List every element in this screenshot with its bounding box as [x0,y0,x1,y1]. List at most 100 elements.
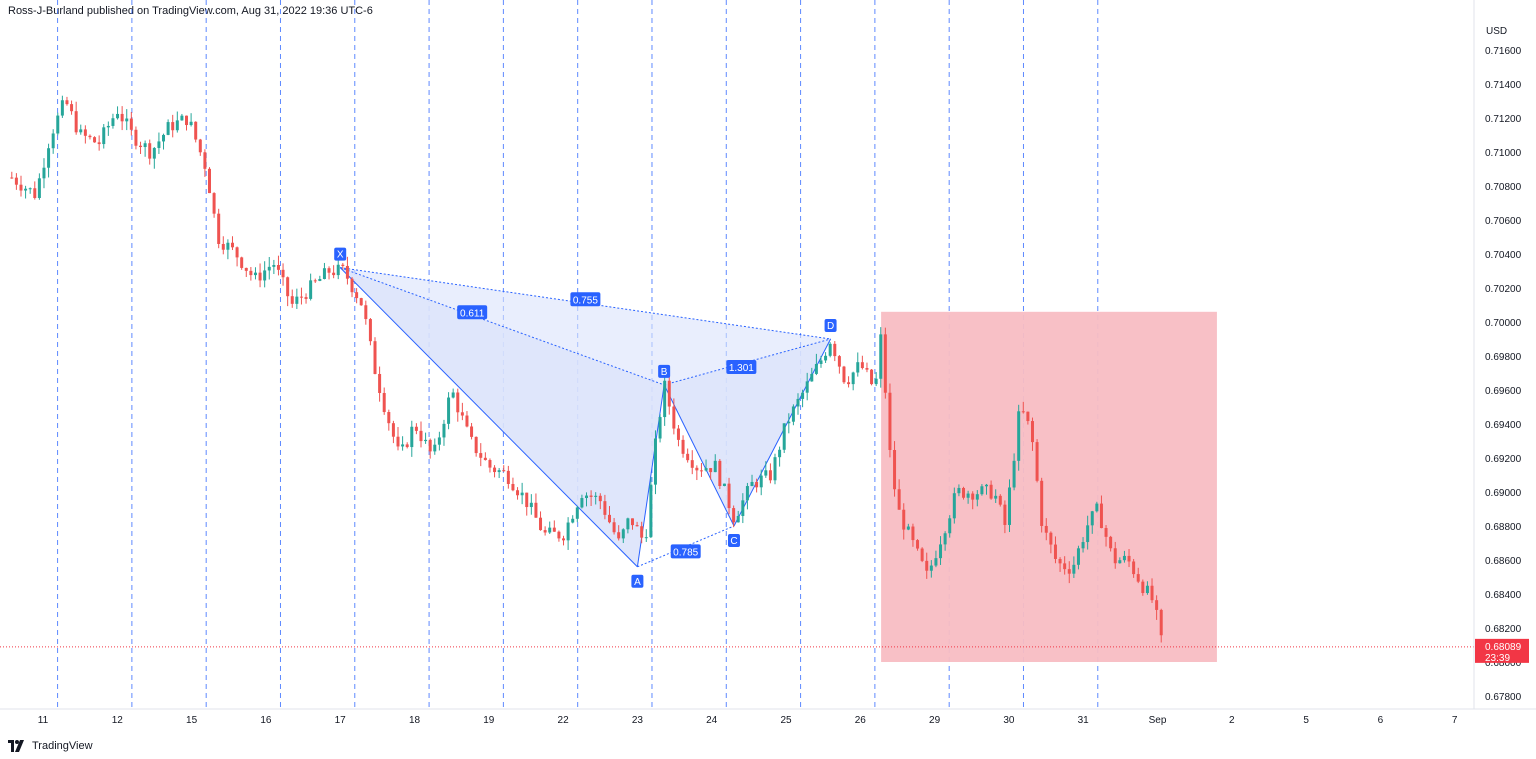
candle-body [801,392,805,399]
candle [1145,581,1149,595]
candle-body [644,537,648,539]
candle-body [732,508,736,523]
candle [695,465,699,481]
candle-body [309,280,313,299]
candle-body [502,470,506,472]
candle [727,477,731,515]
time-tick-label: 6 [1378,715,1384,726]
candle [1040,477,1044,533]
candle [520,482,524,505]
candle-body [768,470,772,481]
candle [276,255,280,276]
candle-body [594,495,598,497]
candle [1104,525,1108,547]
pattern-point-c: C [727,534,740,547]
candle-body [1012,460,1016,488]
candle [672,398,676,435]
candle [65,96,69,106]
candle [74,101,78,135]
candle-body [373,341,377,374]
candle [391,420,395,444]
candle [957,484,961,497]
candle [791,404,795,426]
candle [534,493,538,518]
candle [814,353,818,376]
candle [860,355,864,370]
candle-body [603,501,607,515]
candle-body [24,188,28,191]
candle-body [493,467,497,473]
candle-body [658,417,662,439]
candle-body [663,380,667,418]
candle [272,259,276,275]
candle [19,175,23,197]
candle [1095,501,1099,513]
candle [699,462,703,477]
candle [571,515,575,524]
candle-body [962,487,966,498]
candle-body [929,565,933,571]
candle [566,517,570,550]
candle [235,246,239,267]
candle-body [1081,542,1085,549]
candle [230,236,234,251]
candle-body [433,444,437,452]
price-tick-label: 0.71600 [1485,46,1522,57]
candle-body [272,265,276,267]
candle-body [865,368,869,370]
candle [148,139,152,165]
candle-body [920,548,924,561]
price-axis: USD 0.71600 0.71400 0.71200 0.71000 0.70800 0.… [1473,0,1529,709]
candle [874,372,878,387]
point-label-box [727,534,740,547]
candle [267,256,271,280]
candle [171,114,175,138]
candle [1081,537,1085,553]
candle-body [791,406,795,422]
candle [1058,557,1062,572]
ratio-label-text: 1.301 [729,363,754,374]
candle [644,529,648,543]
candle-body [598,495,602,502]
candle [157,132,161,154]
candle [897,479,901,510]
candle [980,484,984,496]
candle [1090,510,1094,534]
candle [437,431,441,451]
candle [676,425,680,447]
candle [244,267,248,277]
candle-body [1044,525,1048,533]
candle [948,515,952,538]
candle [704,459,708,472]
candle [396,427,400,451]
point-label-text: B [661,367,668,378]
candle [116,106,120,120]
candle-body [460,412,464,416]
candle [1099,495,1103,529]
candle [1049,531,1053,554]
price-tick-label: 0.69200 [1485,454,1522,465]
candle [451,388,455,399]
candle-body [120,113,124,122]
candle [345,256,349,285]
candle [856,352,860,377]
candle-body [805,381,809,393]
candle [198,138,202,156]
candle-body [116,113,120,119]
candle [594,492,598,505]
candle-body [562,538,566,541]
candle-body [428,439,432,452]
candle-body [276,265,280,270]
candle-body [676,428,680,440]
candle [350,277,354,298]
candle [732,505,736,528]
candle [106,121,110,136]
candle-body [125,118,129,122]
candle [640,521,644,544]
candle [516,487,520,500]
candle-body [1122,555,1126,561]
candle-body [221,243,225,250]
tradingview-brand[interactable]: TradingView [8,737,93,755]
candlestick-chart[interactable]: X A B C D 0.611 0.755 1.301 0.785 USD 0.71600 0.71… [0,0,1536,735]
pattern-point-x: X [334,247,347,261]
